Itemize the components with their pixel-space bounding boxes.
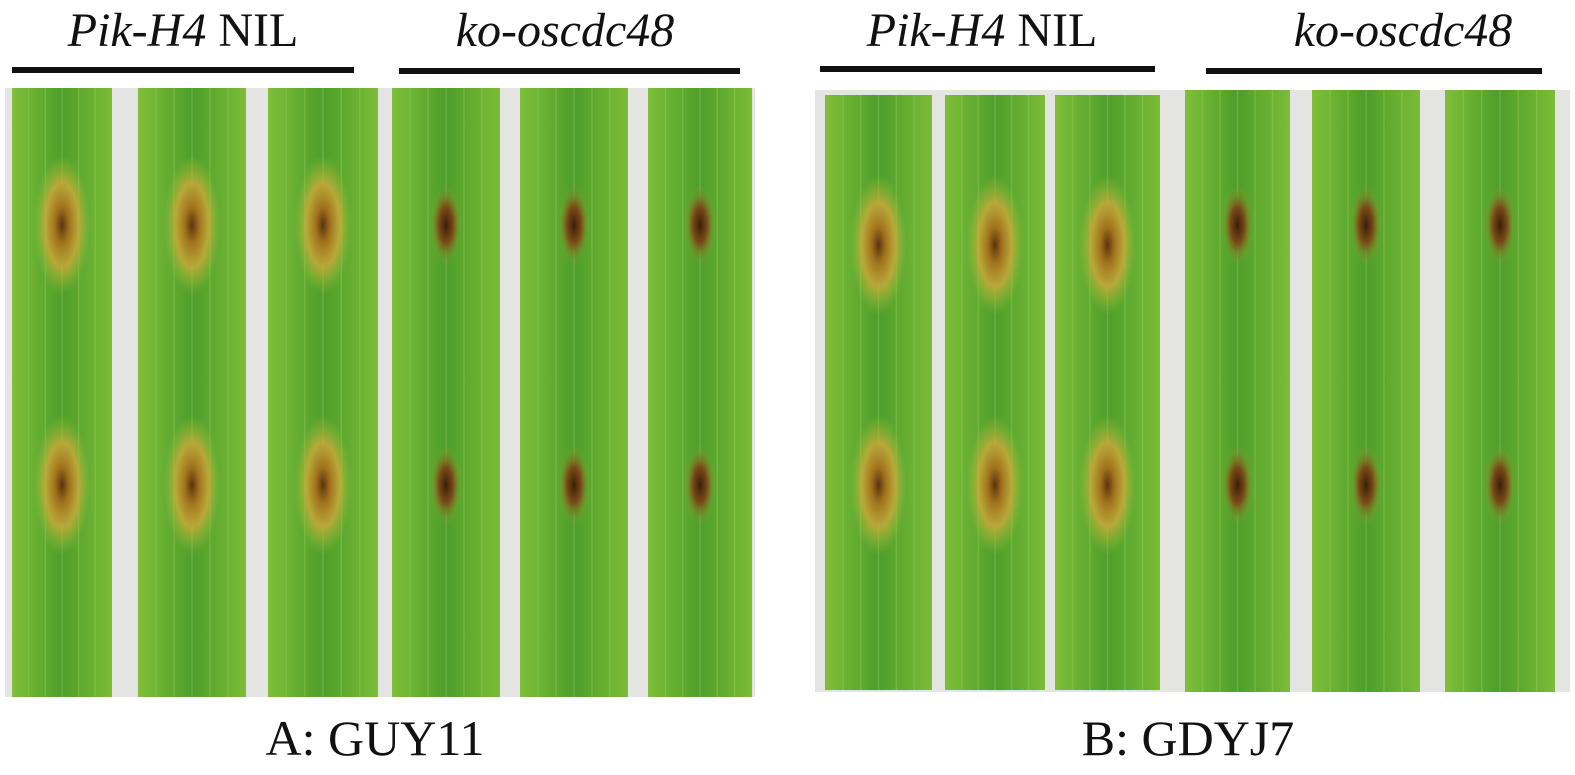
- label-suffix: NIL: [1017, 4, 1097, 57]
- group-bar: [12, 67, 354, 73]
- lesion: [558, 185, 590, 265]
- lesion: [430, 185, 462, 265]
- lesion: [430, 445, 462, 525]
- group-label: Pik-H4 NIL: [866, 4, 1098, 57]
- lesion: [1484, 185, 1516, 265]
- lesion: [1484, 445, 1516, 525]
- lesion: [164, 415, 220, 555]
- lesion: [967, 415, 1023, 555]
- group-bar: [1206, 68, 1542, 74]
- group-label: ko-oscdc48: [1294, 4, 1513, 57]
- lesion: [1221, 445, 1254, 525]
- lesion: [1350, 185, 1382, 265]
- label-suffix: NIL: [218, 4, 298, 57]
- lesion: [1079, 415, 1136, 555]
- group-bar: [399, 68, 740, 74]
- group-label: Pik-H4 NIL: [67, 4, 299, 57]
- lesion: [34, 155, 90, 295]
- lesion: [1221, 185, 1254, 265]
- lesion: [684, 445, 716, 525]
- panel-caption: A: GUY11: [266, 710, 485, 766]
- panel-caption: B: GDYJ7: [1082, 710, 1295, 766]
- lesion: [295, 415, 351, 555]
- lesion: [850, 415, 907, 555]
- lesion: [164, 155, 220, 295]
- lesion: [558, 445, 590, 525]
- photo-background: [5, 88, 755, 697]
- lesion: [967, 175, 1023, 315]
- lesion: [850, 175, 907, 315]
- lesion: [1079, 175, 1136, 315]
- gene-name: Pik-H4: [866, 4, 1006, 57]
- lesion: [34, 415, 90, 555]
- lesion: [295, 155, 351, 295]
- lesion: [684, 185, 716, 265]
- lesion: [1350, 445, 1382, 525]
- group-label: ko-oscdc48: [456, 4, 675, 57]
- group-bar: [820, 66, 1155, 72]
- gene-name: Pik-H4: [67, 4, 207, 57]
